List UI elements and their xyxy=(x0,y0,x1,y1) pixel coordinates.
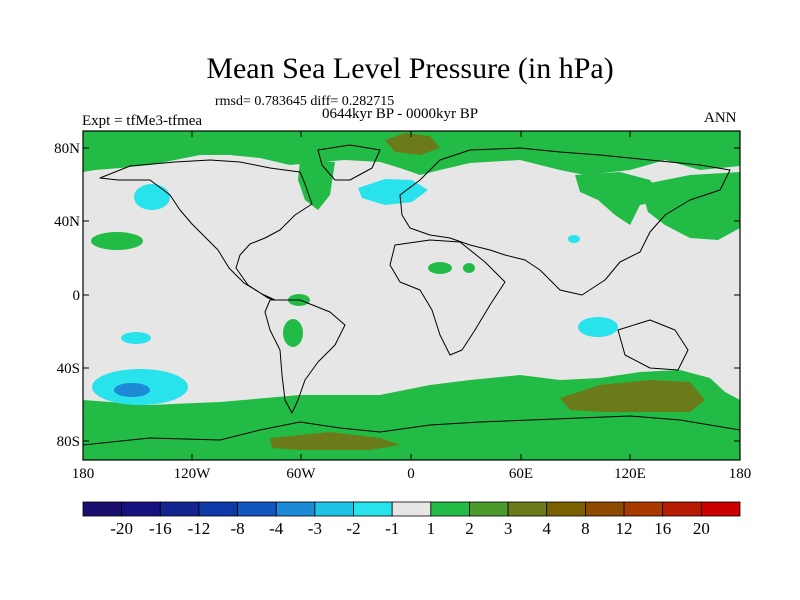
lon-label-0: 0 xyxy=(407,466,415,482)
colorbar-label: 2 xyxy=(465,519,474,538)
season-label: ANN xyxy=(704,110,737,126)
colorbar-swatch xyxy=(198,501,238,517)
colorbar-label: -4 xyxy=(269,519,284,538)
africa-outline xyxy=(389,239,506,356)
olive-anomaly-regions xyxy=(270,133,705,450)
lat-label-40s: 40S xyxy=(56,361,80,377)
colorbar-swatch xyxy=(314,501,354,517)
colorbar-swatch xyxy=(700,501,741,517)
south-america-outline xyxy=(264,299,346,414)
colorbar-swatch xyxy=(623,501,664,517)
colorbar-label: 4 xyxy=(542,519,552,538)
eurasia-outline xyxy=(399,147,731,296)
colorbar-label: 16 xyxy=(654,519,672,538)
experiment-label: Expt = tfMe3-tfmea xyxy=(82,113,203,129)
lon-label-120w: 120W xyxy=(173,466,211,482)
colorbar-swatch xyxy=(353,501,393,517)
lon-label-60e: 60E xyxy=(508,466,534,482)
colorbar-label: 3 xyxy=(503,519,513,538)
colorbar-label: -1 xyxy=(385,519,400,538)
colorbar-swatch xyxy=(82,501,123,517)
colorbar-swatch xyxy=(469,501,509,517)
colorbar-swatch xyxy=(121,501,161,517)
colorbar-swatch xyxy=(159,501,200,517)
colorbar-swatch xyxy=(585,501,625,517)
colorbar-label: -3 xyxy=(307,519,322,538)
australia-outline xyxy=(617,319,689,371)
blue-anomaly-core xyxy=(114,383,150,397)
colorbar-swatch xyxy=(662,501,702,517)
lat-label-40n: 40N xyxy=(54,214,80,230)
colorbar-label: 20 xyxy=(692,519,710,538)
colorbar-swatch xyxy=(391,501,432,517)
colorbar-label: 8 xyxy=(581,519,590,538)
colorbar-swatch xyxy=(237,501,277,517)
colorbar-swatch xyxy=(275,501,316,517)
axis-ticks xyxy=(83,131,740,460)
north-america-outline xyxy=(99,159,313,301)
lon-label-60w: 60W xyxy=(286,466,316,482)
colorbar-label: -20 xyxy=(110,519,133,538)
colorbar-label: -8 xyxy=(230,519,245,538)
continent-outlines xyxy=(83,144,740,446)
time-period-label: 0644kyr BP - 0000kyr BP xyxy=(322,106,479,122)
colorbar-label: -16 xyxy=(148,519,172,538)
colorbar-label: -12 xyxy=(187,519,211,538)
colorbar-swatch xyxy=(546,501,586,517)
colorbar-label: -2 xyxy=(346,519,361,538)
colorbar-swatch xyxy=(430,501,470,517)
greenland-outline xyxy=(317,144,381,181)
colorbar-swatch xyxy=(507,501,548,517)
lon-label-180e: 180 xyxy=(728,466,752,482)
antarctica-outline xyxy=(83,415,740,446)
lat-label-80n: 80N xyxy=(54,141,80,157)
colorbar xyxy=(82,501,741,517)
lat-label-equator: 0 xyxy=(72,288,81,304)
colorbar-label: 1 xyxy=(426,519,436,538)
lat-label-80s: 80S xyxy=(56,434,80,450)
lon-label-180w: 180 xyxy=(71,466,95,482)
colorbar-label: 12 xyxy=(615,519,633,538)
map-title: Mean Sea Level Pressure (in hPa) xyxy=(206,52,614,85)
lon-label-120e: 120E xyxy=(614,466,646,482)
rmsd-diff-stats: rmsd= 0.783645 diff= 0.282715 xyxy=(215,94,395,109)
